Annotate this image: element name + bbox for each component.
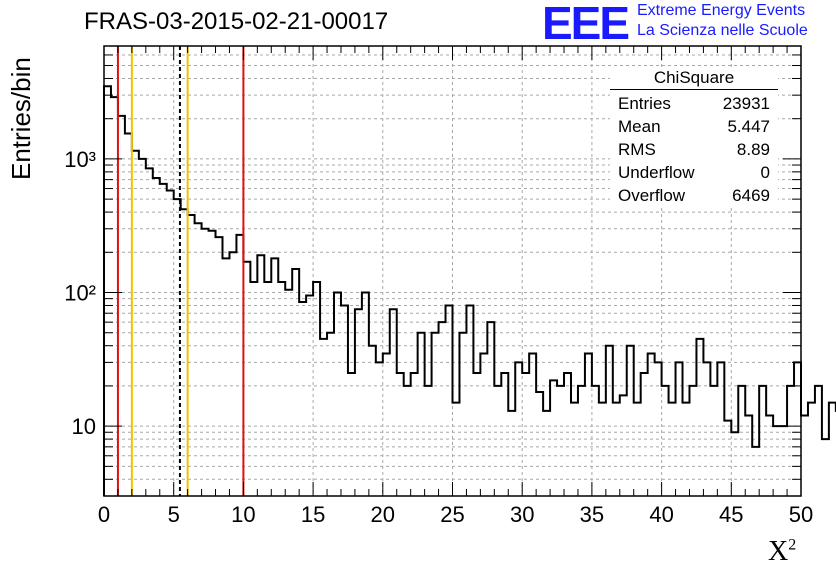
- x-tick-label: 0: [98, 502, 110, 527]
- stats-value: 5.447: [727, 117, 770, 136]
- x-tick-label: 45: [719, 502, 743, 527]
- x-tick-label: 40: [649, 502, 673, 527]
- logo-tagline-2: La Scienza nelle Scuole: [637, 22, 808, 39]
- stats-value: 8.89: [736, 140, 770, 159]
- y-axis-label: Entries/bin: [6, 57, 36, 180]
- stats-row-rms: RMS 8.89: [610, 138, 778, 161]
- stats-label: Mean: [618, 117, 661, 136]
- stats-label: RMS: [618, 140, 656, 159]
- y-tick-label: 10³: [64, 147, 96, 172]
- y-tick-label: 10: [72, 414, 96, 439]
- axes: 0 5 10 15 20 25 30 35 40 45 50 10 10² 10³: [64, 45, 813, 527]
- x-tick-label: 30: [510, 502, 534, 527]
- run-title: FRAS-03-2015-02-21-00017: [84, 8, 389, 35]
- x-tick-label: 15: [301, 502, 325, 527]
- stats-label: Overflow: [618, 186, 686, 205]
- stats-row-entries: Entries 23931: [610, 92, 778, 115]
- stats-value: 0: [760, 163, 770, 182]
- x-tick-label: 50: [789, 502, 813, 527]
- x-axis-label: X2: [768, 536, 797, 567]
- stats-row-mean: Mean 5.447: [610, 115, 778, 138]
- stats-title: ChiSquare: [610, 68, 778, 90]
- stats-box: ChiSquare Entries 23931 Mean 5.447 RMS 8…: [610, 68, 778, 207]
- histogram-series: [103, 85, 836, 496]
- x-tick-label: 10: [231, 502, 255, 527]
- stats-label: Underflow: [618, 163, 695, 182]
- x-tick-label: 20: [371, 502, 395, 527]
- stats-row-overflow: Overflow 6469: [610, 184, 778, 207]
- x-tick-label: 25: [440, 502, 464, 527]
- x-tick-label: 5: [168, 502, 180, 527]
- eee-logo: EEE: [542, 0, 630, 49]
- y-tick-label: 10²: [64, 281, 96, 306]
- histogram-line: [103, 85, 836, 496]
- reference-lines: [116, 46, 245, 496]
- stats-value: 23931: [722, 94, 770, 113]
- stats-label: Entries: [618, 94, 671, 113]
- x-tick-label: 35: [580, 502, 604, 527]
- logo-tagline-1: Extreme Energy Events: [637, 2, 806, 19]
- stats-value: 6469: [732, 186, 770, 205]
- stats-row-underflow: Underflow 0: [610, 161, 778, 184]
